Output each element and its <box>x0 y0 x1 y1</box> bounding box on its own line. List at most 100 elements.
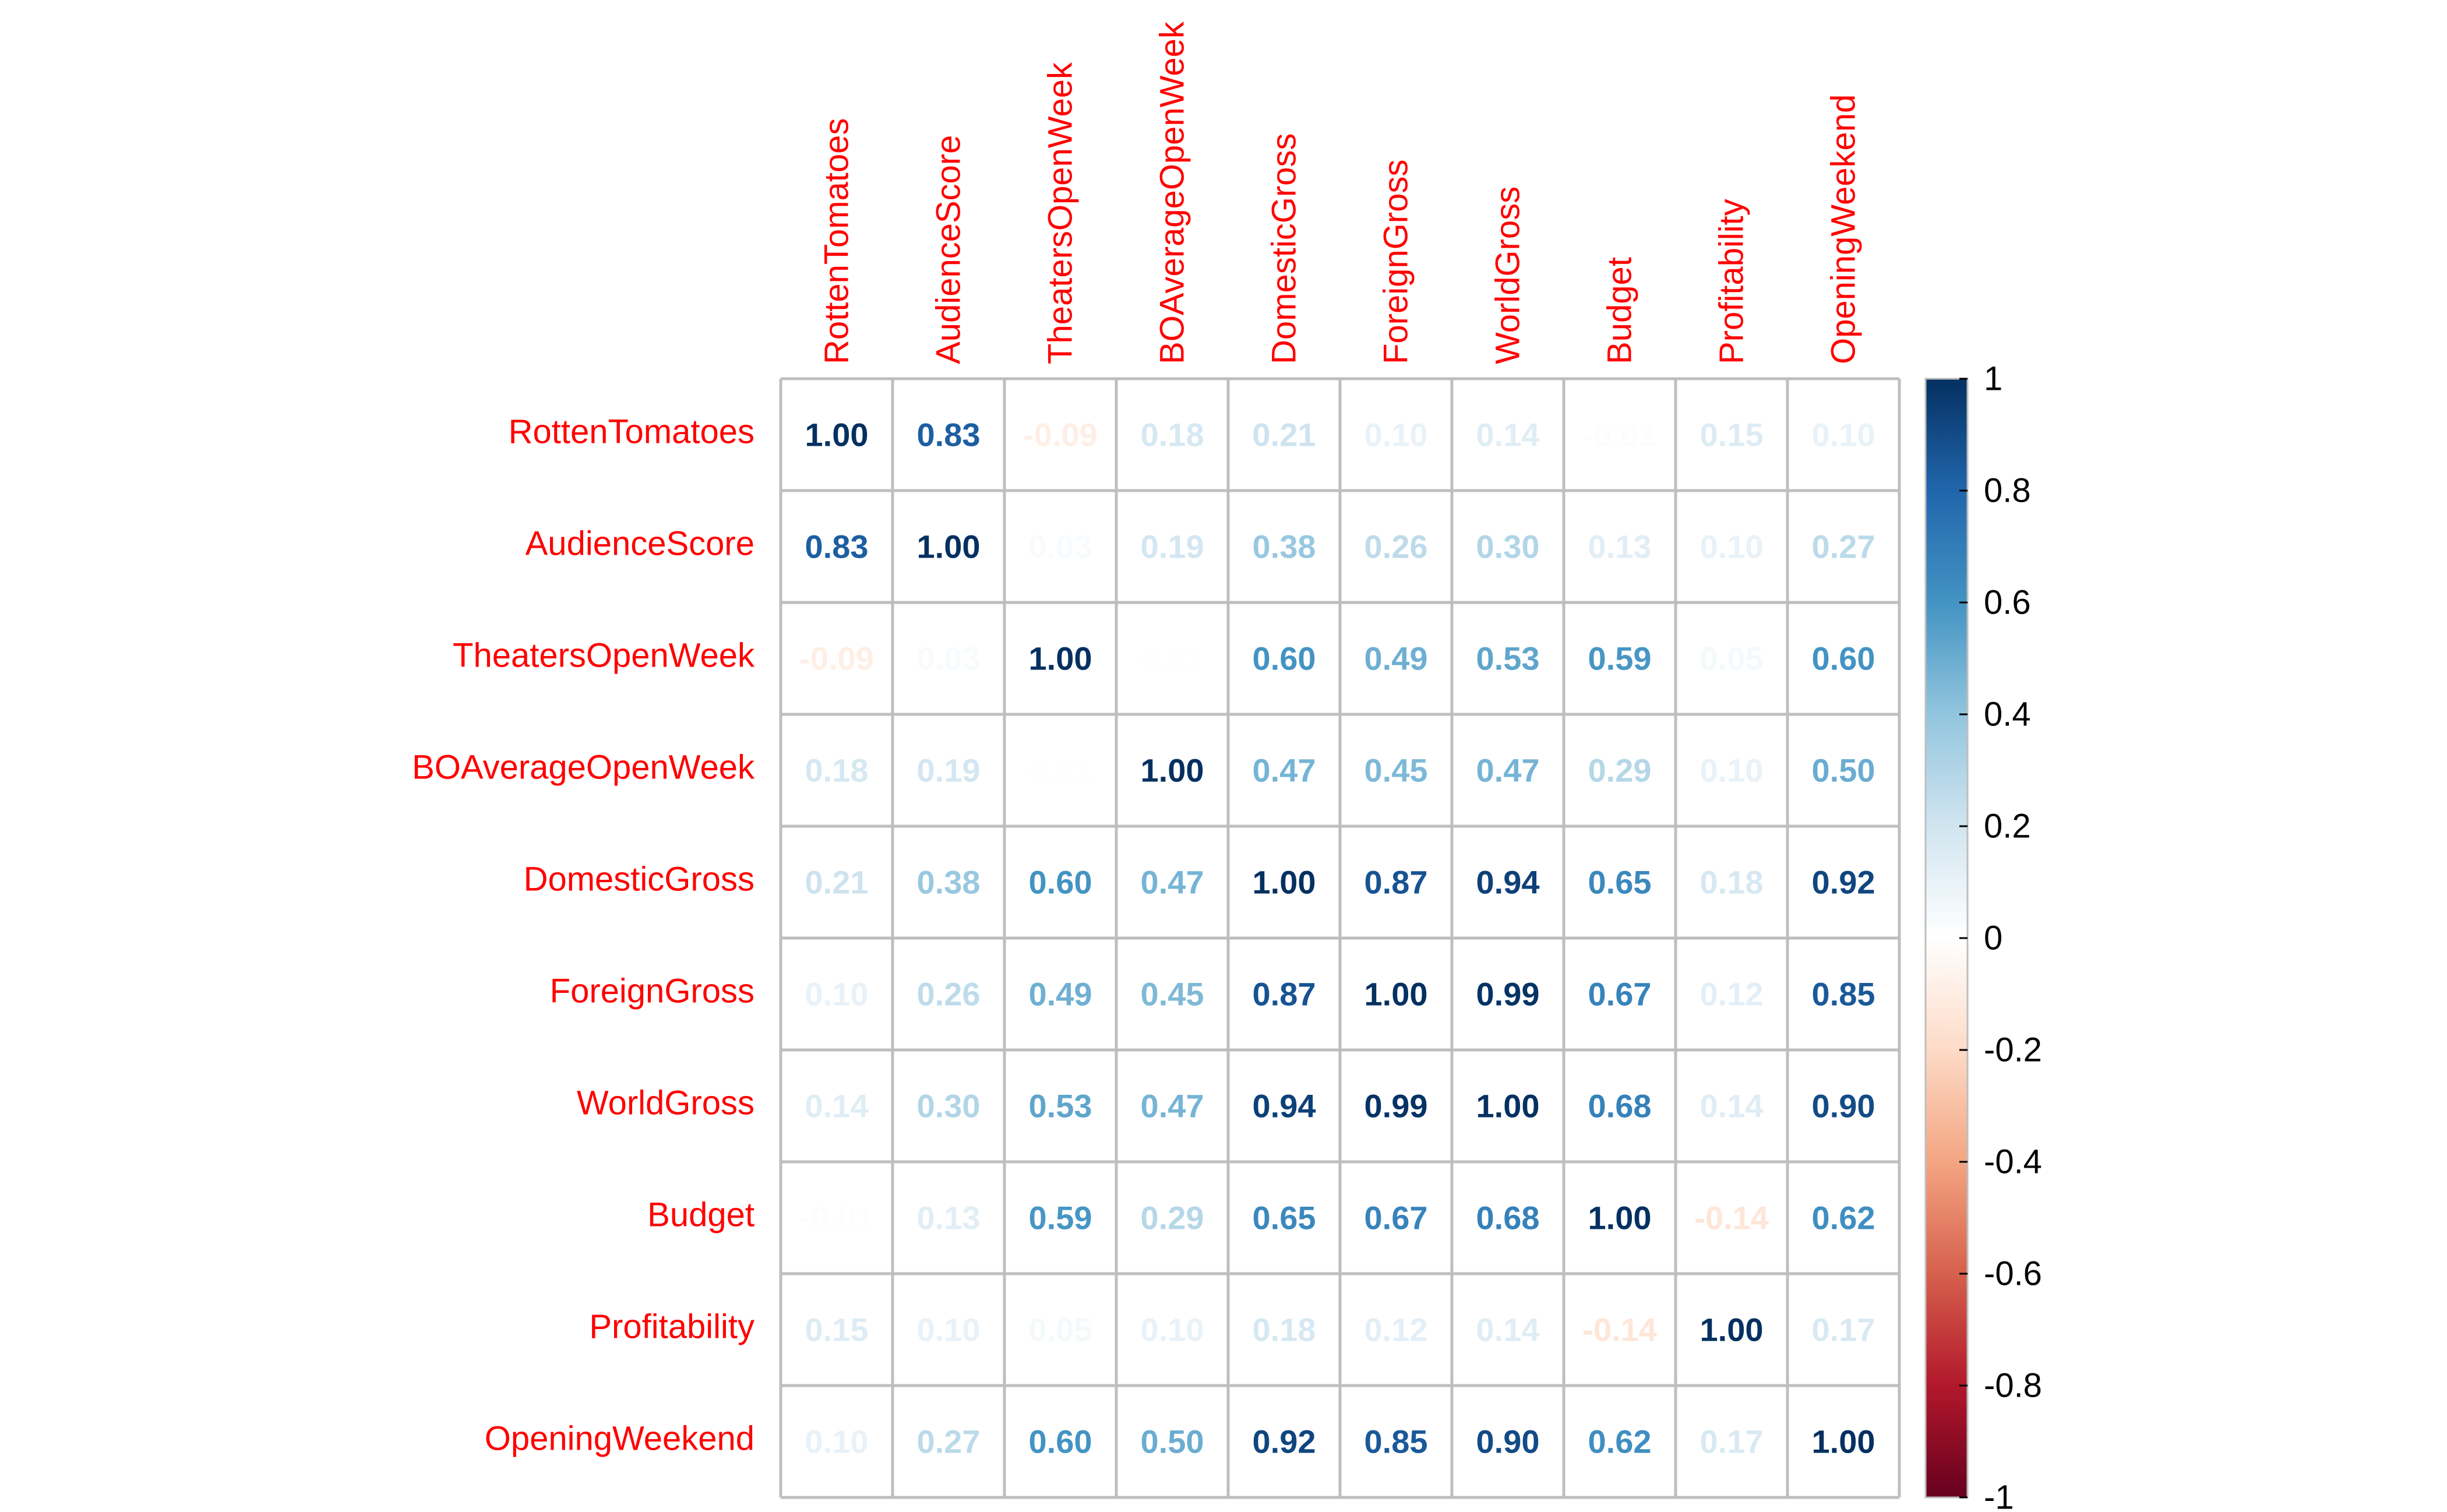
column-labels: RottenTomatoes AudienceScore TheatersOpenW… <box>818 21 1863 364</box>
cell-value-Budget-ForeignGross: 0.67 <box>1364 1200 1428 1236</box>
cell-value-TheatersOpenWeek-TheatersOpenWeek: 1.00 <box>1029 640 1092 677</box>
cell-value-ForeignGross-OpeningWeekend: 0.85 <box>1812 976 1875 1013</box>
cell-value-BOAverageOpenWeek-Profitability: 0.10 <box>1700 752 1764 789</box>
cell-value-RottenTomatoes-DomesticGross: 0.21 <box>1253 417 1316 453</box>
cell-value-WorldGross-Budget: 0.68 <box>1588 1088 1652 1125</box>
cell-value-OpeningWeekend-AudienceScore: 0.27 <box>917 1423 981 1460</box>
cell-value-WorldGross-TheatersOpenWeek: 0.53 <box>1029 1088 1092 1125</box>
row-label-Profitability: Profitability <box>589 1308 754 1346</box>
cell-value-OpeningWeekend-OpeningWeekend: 1.00 <box>1812 1423 1875 1460</box>
cell-value-Profitability-WorldGross: 0.14 <box>1476 1312 1540 1348</box>
correlation-cells: 1.00 0.83 -0.09 0.18 0.21 0.10 0.14 -0.01 0.15 0.… <box>799 417 1875 1460</box>
cell-value-TheatersOpenWeek-Profitability: 0.05 <box>1700 640 1764 677</box>
cell-value-RottenTomatoes-Profitability: 0.15 <box>1700 417 1764 453</box>
cell-value-BOAverageOpenWeek-AudienceScore: 0.19 <box>917 752 981 789</box>
cell-value-RottenTomatoes-ForeignGross: 0.10 <box>1364 417 1428 453</box>
cell-value-RottenTomatoes-OpeningWeekend: 0.10 <box>1812 417 1875 453</box>
colorbar-tick-label: -0.8 <box>1984 1367 2042 1405</box>
cell-value-DomesticGross-Budget: 0.65 <box>1588 864 1652 901</box>
colorbar-tick-label: 0.4 <box>1984 696 2031 734</box>
cell-value-Budget-OpeningWeekend: 0.62 <box>1812 1200 1875 1236</box>
column-label-Profitability: Profitability <box>1713 199 1751 364</box>
cell-value-BOAverageOpenWeek-ForeignGross: 0.45 <box>1364 752 1428 789</box>
cell-value-Profitability-BOAverageOpenWeek: 0.10 <box>1141 1312 1204 1348</box>
row-label-Budget: Budget <box>647 1196 754 1234</box>
cell-value-BOAverageOpenWeek-BOAverageOpenWeek: 1.00 <box>1141 752 1204 789</box>
cell-value-TheatersOpenWeek-ForeignGross: 0.49 <box>1364 640 1428 677</box>
row-label-AudienceScore: AudienceScore <box>526 525 754 563</box>
cell-value-Profitability-Budget: -0.14 <box>1582 1312 1657 1348</box>
cell-value-WorldGross-BOAverageOpenWeek: 0.47 <box>1141 1088 1204 1125</box>
cell-value-ForeignGross-BOAverageOpenWeek: 0.45 <box>1141 976 1204 1013</box>
colorbar-tick-label: 0.2 <box>1984 808 2031 845</box>
cell-value-AudienceScore-TheatersOpenWeek: 0.03 <box>1029 528 1092 565</box>
grid-lines <box>779 377 1901 1499</box>
cell-value-ForeignGross-ForeignGross: 1.00 <box>1364 976 1428 1013</box>
cell-value-ForeignGross-Budget: 0.67 <box>1588 976 1652 1013</box>
column-label-TheatersOpenWeek: TheatersOpenWeek <box>1042 62 1080 364</box>
cell-value-Budget-Budget: 1.00 <box>1588 1200 1652 1236</box>
cell-value-AudienceScore-ForeignGross: 0.26 <box>1364 528 1428 565</box>
row-label-DomesticGross: DomesticGross <box>524 861 754 898</box>
cell-value-TheatersOpenWeek-DomesticGross: 0.60 <box>1253 640 1316 677</box>
cell-value-Budget-DomesticGross: 0.65 <box>1253 1200 1316 1236</box>
cell-value-AudienceScore-WorldGross: 0.30 <box>1476 528 1540 565</box>
cell-value-AudienceScore-OpeningWeekend: 0.27 <box>1812 528 1875 565</box>
cell-value-Budget-WorldGross: 0.68 <box>1476 1200 1540 1236</box>
colorbar-tick-label: -0.2 <box>1984 1031 2042 1069</box>
row-label-ForeignGross: ForeignGross <box>550 972 754 1010</box>
cell-value-DomesticGross-Profitability: 0.18 <box>1700 864 1764 901</box>
row-label-OpeningWeekend: OpeningWeekend <box>485 1420 754 1458</box>
cell-value-TheatersOpenWeek-RottenTomatoes: -0.09 <box>799 640 874 677</box>
colorbar-tick-label: -0.4 <box>1984 1143 2042 1181</box>
colorbar-tick-label: 0.8 <box>1984 472 2031 510</box>
cell-value-WorldGross-ForeignGross: 0.99 <box>1364 1088 1428 1125</box>
cell-value-OpeningWeekend-BOAverageOpenWeek: 0.50 <box>1141 1423 1204 1460</box>
cell-value-Budget-TheatersOpenWeek: 0.59 <box>1029 1200 1092 1236</box>
row-label-TheatersOpenWeek: TheatersOpenWeek <box>453 637 755 675</box>
cell-value-WorldGross-Profitability: 0.14 <box>1700 1088 1764 1125</box>
cell-value-Profitability-OpeningWeekend: 0.17 <box>1812 1312 1875 1348</box>
row-label-WorldGross: WorldGross <box>577 1084 754 1122</box>
cell-value-OpeningWeekend-DomesticGross: 0.92 <box>1253 1423 1316 1460</box>
cell-value-Profitability-TheatersOpenWeek: 0.05 <box>1029 1312 1092 1348</box>
cell-value-RottenTomatoes-BOAverageOpenWeek: 0.18 <box>1141 417 1204 453</box>
cell-value-AudienceScore-AudienceScore: 1.00 <box>917 528 981 565</box>
colorbar-tick-label: 0 <box>1984 919 2002 957</box>
row-labels: RottenTomatoes AudienceScore TheatersOpenW… <box>412 413 755 1458</box>
cell-value-BOAverageOpenWeek-DomesticGross: 0.47 <box>1253 752 1316 789</box>
cell-value-ForeignGross-DomesticGross: 0.87 <box>1253 976 1316 1013</box>
cell-value-WorldGross-AudienceScore: 0.30 <box>917 1088 981 1125</box>
colorbar-legend: 1 0.8 0.6 0.4 0.2 0 -0.2 -0.4 -0.6 -0.8 -1 <box>1924 360 2042 1512</box>
cell-value-OpeningWeekend-Profitability: 0.17 <box>1700 1423 1764 1460</box>
cell-value-ForeignGross-WorldGross: 0.99 <box>1476 976 1540 1013</box>
column-label-WorldGross: WorldGross <box>1489 186 1527 364</box>
cell-value-WorldGross-OpeningWeekend: 0.90 <box>1812 1088 1875 1125</box>
cell-value-Profitability-Profitability: 1.00 <box>1700 1312 1764 1348</box>
cell-value-BOAverageOpenWeek-OpeningWeekend: 0.50 <box>1812 752 1875 789</box>
cell-value-Profitability-RottenTomatoes: 0.15 <box>805 1312 869 1348</box>
column-label-OpeningWeekend: OpeningWeekend <box>1825 94 1863 364</box>
cell-value-DomesticGross-BOAverageOpenWeek: 0.47 <box>1141 864 1204 901</box>
cell-value-TheatersOpenWeek-AudienceScore: 0.03 <box>917 640 981 677</box>
cell-value-BOAverageOpenWeek-WorldGross: 0.47 <box>1476 752 1540 789</box>
column-label-Budget: Budget <box>1601 257 1639 364</box>
cell-value-WorldGross-RottenTomatoes: 0.14 <box>805 1088 869 1125</box>
cell-value-DomesticGross-DomesticGross: 1.00 <box>1253 864 1316 901</box>
colorbar-tick-label: -1 <box>1984 1479 2014 1512</box>
cell-value-RottenTomatoes-WorldGross: 0.14 <box>1476 417 1540 453</box>
cell-value-DomesticGross-ForeignGross: 0.87 <box>1364 864 1428 901</box>
cell-value-Budget-AudienceScore: 0.13 <box>917 1200 981 1236</box>
cell-value-DomesticGross-OpeningWeekend: 0.92 <box>1812 864 1875 901</box>
cell-value-ForeignGross-RottenTomatoes: 0.10 <box>805 976 869 1013</box>
cell-value-BOAverageOpenWeek-Budget: 0.29 <box>1588 752 1652 789</box>
cell-value-ForeignGross-AudienceScore: 0.26 <box>917 976 981 1013</box>
cell-value-Budget-Profitability: -0.14 <box>1694 1200 1769 1236</box>
colorbar-tick-label: 1 <box>1984 360 2002 398</box>
cell-value-TheatersOpenWeek-OpeningWeekend: 0.60 <box>1812 640 1875 677</box>
column-label-DomesticGross: DomesticGross <box>1265 133 1303 364</box>
column-label-ForeignGross: ForeignGross <box>1377 160 1415 364</box>
column-label-AudienceScore: AudienceScore <box>930 135 968 364</box>
cell-value-WorldGross-WorldGross: 1.00 <box>1476 1088 1540 1125</box>
